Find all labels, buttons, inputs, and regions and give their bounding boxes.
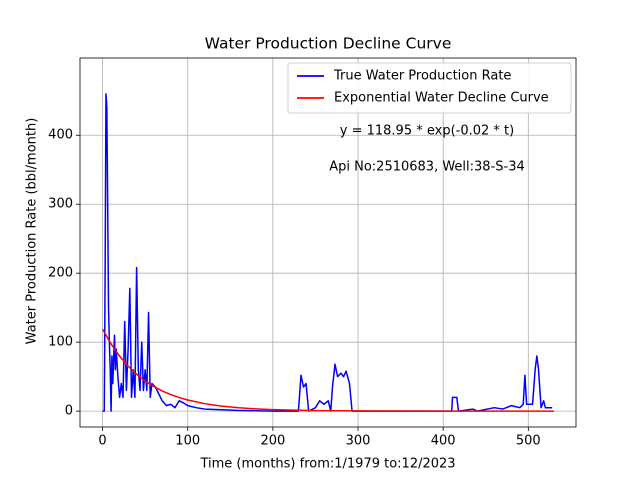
- plot-frame: [79, 57, 577, 428]
- x-tick-label: 0: [98, 434, 106, 449]
- y-tick-label: 400: [48, 128, 73, 143]
- legend-box: [287, 62, 572, 114]
- y-tick-label: 100: [48, 335, 73, 350]
- x-axis-label: Time (months) from:1/1979 to:12/2023: [199, 457, 455, 472]
- x-tick-label: 100: [175, 434, 200, 449]
- x-tick-label: 400: [431, 434, 456, 449]
- legend-label: Exponential Water Decline Curve: [334, 91, 549, 106]
- chart-title: Water Production Decline Curve: [205, 35, 452, 53]
- x-tick-label: 200: [260, 434, 285, 449]
- annotation: y = 118.95 * exp(-0.02 * t): [340, 124, 514, 139]
- data-line: [101, 328, 554, 412]
- y-tick-label: 300: [48, 197, 73, 212]
- y-tick-label: 200: [48, 266, 73, 281]
- legend-label: True Water Production Rate: [333, 69, 511, 84]
- y-tick-label: 0: [65, 404, 73, 419]
- y-axis-label: Water Production Rate (bbl/month): [25, 118, 40, 345]
- data-line: [102, 93, 553, 412]
- annotation: Api No:2510683, Well:38-S-34: [329, 160, 525, 175]
- x-tick-label: 500: [516, 434, 541, 449]
- x-tick-label: 300: [346, 434, 371, 449]
